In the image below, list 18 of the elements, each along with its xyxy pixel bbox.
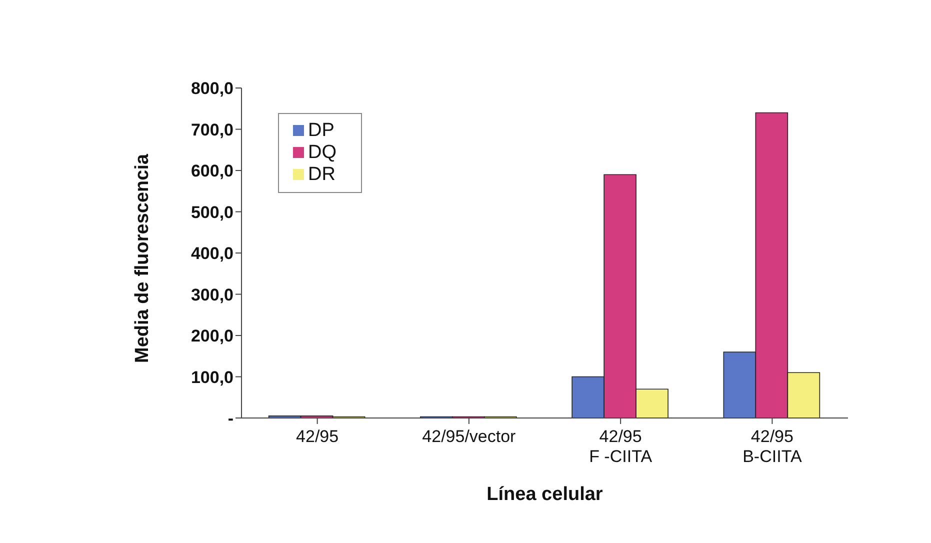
y-tick-label: 100,0 — [190, 368, 234, 387]
y-tick-label: 500,0 — [190, 202, 234, 222]
legend-label: DP — [308, 120, 334, 141]
y-tick-label: 400,0 — [190, 244, 234, 264]
y-tick-label: 700,0 — [190, 120, 234, 140]
y-tick-label: 200,0 — [190, 326, 234, 346]
y-axis-title: Media de fluorescencia — [132, 153, 154, 363]
x-tick-label: 42/95 F -CIITA — [589, 427, 653, 466]
x-tick-label: 42/95 B-CIITA — [742, 427, 802, 466]
y-tick-label: 600,0 — [190, 162, 234, 181]
x-tick-label: 42/95 — [296, 427, 339, 446]
y-tick-label: - — [228, 409, 234, 428]
y-tick-label: 300,0 — [190, 285, 234, 304]
x-tick-label: 42/95/vector — [422, 427, 516, 446]
x-axis-title: Línea celular — [486, 484, 604, 505]
y-tick-label: 800,0 — [190, 79, 234, 98]
legend-label: DR — [308, 164, 336, 185]
legend-label: DQ — [308, 142, 336, 163]
